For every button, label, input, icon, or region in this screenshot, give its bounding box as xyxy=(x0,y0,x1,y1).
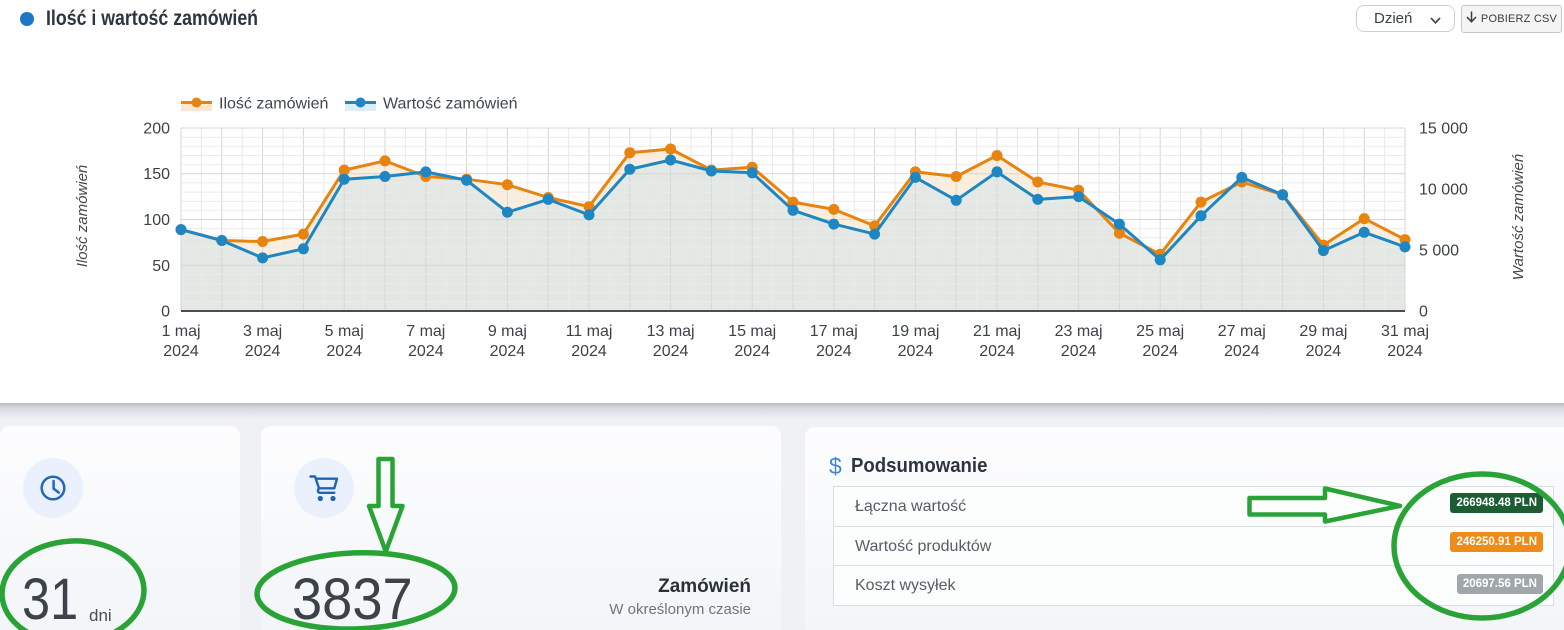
svg-text:2024: 2024 xyxy=(1142,343,1178,360)
svg-text:2024: 2024 xyxy=(1306,343,1342,360)
svg-text:5 maj: 5 maj xyxy=(325,323,364,340)
svg-text:29 maj: 29 maj xyxy=(1299,323,1347,340)
svg-text:Ilość zamówień: Ilość zamówień xyxy=(74,165,91,268)
svg-text:11 maj: 11 maj xyxy=(566,323,613,340)
svg-text:0: 0 xyxy=(161,304,170,321)
svg-text:10 000: 10 000 xyxy=(1419,182,1468,199)
svg-text:2024: 2024 xyxy=(490,343,526,360)
svg-text:3 maj: 3 maj xyxy=(243,323,282,340)
svg-text:9 maj: 9 maj xyxy=(488,323,527,340)
svg-text:31 maj: 31 maj xyxy=(1381,323,1429,340)
svg-text:2024: 2024 xyxy=(326,343,362,360)
svg-text:5 000: 5 000 xyxy=(1419,243,1459,260)
svg-text:Ilość zamówień: Ilość zamówień xyxy=(219,96,328,113)
svg-text:2024: 2024 xyxy=(1061,343,1097,360)
svg-text:2024: 2024 xyxy=(571,343,607,360)
svg-text:17 maj: 17 maj xyxy=(810,323,858,340)
svg-text:Wartość zamówień: Wartość zamówień xyxy=(1510,154,1527,280)
svg-text:Wartość zamówień: Wartość zamówień xyxy=(383,96,518,113)
svg-text:0: 0 xyxy=(1419,304,1428,321)
svg-text:15 maj: 15 maj xyxy=(728,323,776,340)
svg-text:2024: 2024 xyxy=(816,343,852,360)
svg-text:19 maj: 19 maj xyxy=(891,323,939,340)
svg-text:2024: 2024 xyxy=(408,343,444,360)
svg-text:2024: 2024 xyxy=(1387,343,1423,360)
svg-text:21 maj: 21 maj xyxy=(973,323,1021,340)
svg-text:25 maj: 25 maj xyxy=(1136,323,1184,340)
svg-text:2024: 2024 xyxy=(163,343,199,360)
svg-text:2024: 2024 xyxy=(979,343,1015,360)
svg-text:2024: 2024 xyxy=(734,343,770,360)
svg-text:2024: 2024 xyxy=(898,343,934,360)
svg-text:13 maj: 13 maj xyxy=(647,323,695,340)
svg-text:150: 150 xyxy=(143,166,170,183)
svg-text:27 maj: 27 maj xyxy=(1218,323,1266,340)
svg-text:15 000: 15 000 xyxy=(1419,121,1468,138)
svg-text:2024: 2024 xyxy=(653,343,689,360)
svg-text:7 maj: 7 maj xyxy=(406,323,445,340)
svg-text:23 maj: 23 maj xyxy=(1055,323,1103,340)
svg-text:50: 50 xyxy=(152,258,170,275)
svg-text:200: 200 xyxy=(143,121,170,138)
svg-text:1 maj: 1 maj xyxy=(161,323,200,340)
svg-text:2024: 2024 xyxy=(1224,343,1260,360)
svg-text:100: 100 xyxy=(143,212,170,229)
svg-text:2024: 2024 xyxy=(245,343,281,360)
